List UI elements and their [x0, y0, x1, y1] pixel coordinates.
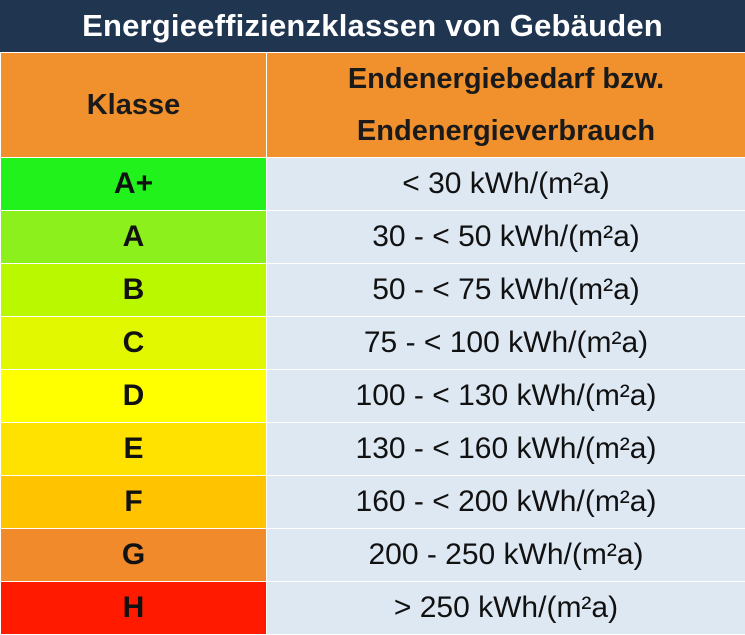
table-row: C 75 - < 100 kWh/(m²a)	[1, 317, 745, 370]
class-cell: A	[1, 211, 267, 264]
class-cell: B	[1, 264, 267, 317]
header-value-line1: Endenergiebedarf bzw.	[267, 53, 745, 105]
header-value-line2: Endenergieverbrauch	[267, 105, 745, 157]
class-cell: F	[1, 476, 267, 529]
value-cell: < 30 kWh/(m²a)	[267, 158, 745, 211]
table-row: E 130 - < 160 kWh/(m²a)	[1, 423, 745, 476]
page-title: Energieeffizienzklassen von Gebäuden	[0, 0, 745, 52]
table-row: A+ < 30 kWh/(m²a)	[1, 158, 745, 211]
table-row: B 50 - < 75 kWh/(m²a)	[1, 264, 745, 317]
value-cell: 130 - < 160 kWh/(m²a)	[267, 423, 745, 476]
table-row: G 200 - 250 kWh/(m²a)	[1, 529, 745, 582]
table-row: A 30 - < 50 kWh/(m²a)	[1, 211, 745, 264]
class-cell: G	[1, 529, 267, 582]
value-cell: > 250 kWh/(m²a)	[267, 582, 745, 635]
value-cell: 30 - < 50 kWh/(m²a)	[267, 211, 745, 264]
table-row: D 100 - < 130 kWh/(m²a)	[1, 370, 745, 423]
value-cell: 160 - < 200 kWh/(m²a)	[267, 476, 745, 529]
class-cell: D	[1, 370, 267, 423]
class-cell: A+	[1, 158, 267, 211]
value-cell: 50 - < 75 kWh/(m²a)	[267, 264, 745, 317]
value-cell: 200 - 250 kWh/(m²a)	[267, 529, 745, 582]
header-class: Klasse	[1, 53, 267, 158]
table-row: H > 250 kWh/(m²a)	[1, 582, 745, 635]
class-cell: H	[1, 582, 267, 635]
value-cell: 75 - < 100 kWh/(m²a)	[267, 317, 745, 370]
header-value: Endenergiebedarf bzw. Endenergieverbrauc…	[267, 53, 745, 158]
class-cell: C	[1, 317, 267, 370]
table-body: A+ < 30 kWh/(m²a) A 30 - < 50 kWh/(m²a) …	[1, 158, 745, 635]
energy-class-table: Klasse Endenergiebedarf bzw. Endenergiev…	[0, 52, 745, 635]
value-cell: 100 - < 130 kWh/(m²a)	[267, 370, 745, 423]
table-row: F 160 - < 200 kWh/(m²a)	[1, 476, 745, 529]
class-cell: E	[1, 423, 267, 476]
table-header-row: Klasse Endenergiebedarf bzw. Endenergiev…	[1, 53, 745, 158]
